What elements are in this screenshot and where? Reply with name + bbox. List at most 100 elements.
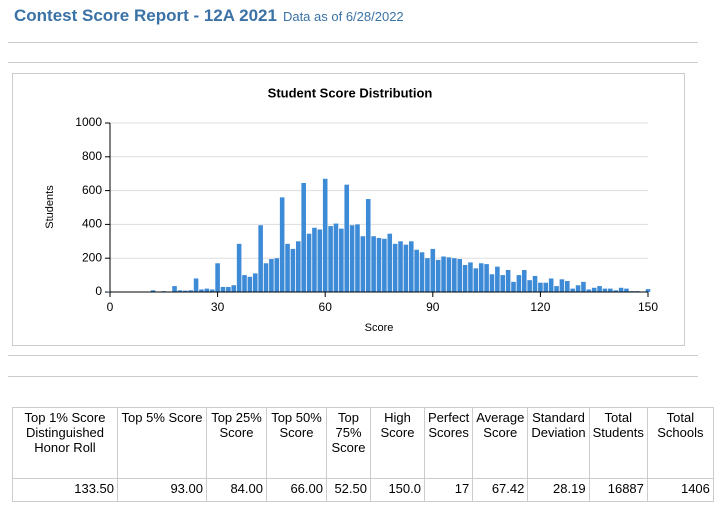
- divider: [8, 376, 698, 377]
- bar: [242, 275, 247, 292]
- divider: [8, 62, 698, 63]
- bar: [624, 288, 629, 292]
- bar: [495, 266, 500, 292]
- x-tick-label: 0: [107, 300, 114, 314]
- bar: [398, 241, 403, 292]
- bar: [602, 288, 608, 292]
- bar: [511, 281, 516, 292]
- bar: [355, 224, 360, 292]
- bar: [317, 229, 323, 292]
- bar: [452, 258, 457, 292]
- table-cell: 66.00: [266, 478, 327, 502]
- y-tick-label: 0: [95, 284, 102, 298]
- bar: [247, 276, 253, 292]
- divider: [8, 355, 698, 356]
- bar: [263, 263, 269, 292]
- bar: [543, 282, 549, 292]
- column-header: Standard Deviation: [527, 407, 590, 479]
- y-tick-label: 400: [82, 217, 102, 231]
- table-cell: 93.00: [117, 478, 207, 502]
- bar: [172, 286, 177, 292]
- bar: [371, 236, 376, 292]
- bar: [349, 225, 355, 292]
- bar: [188, 290, 193, 292]
- bar: [478, 263, 484, 292]
- bar: [430, 248, 436, 292]
- bar: [618, 287, 624, 292]
- summary-table: Top 1% Score Distinguished Honor Roll Top…: [12, 407, 714, 502]
- bar: [468, 262, 473, 292]
- bar: [258, 225, 263, 292]
- column-header: High Score: [370, 407, 425, 479]
- column-header: Total Students: [588, 407, 648, 479]
- report-date: Data as of 6/28/2022: [282, 9, 404, 24]
- bar: [231, 285, 237, 292]
- bar: [414, 249, 419, 292]
- bar: [301, 182, 306, 292]
- bar: [554, 286, 559, 292]
- bar: [419, 252, 425, 292]
- bar: [586, 289, 592, 292]
- bar: [344, 184, 350, 292]
- bar: [285, 243, 290, 292]
- table-cell: 17: [423, 478, 474, 502]
- bar: [220, 286, 226, 292]
- column-header: Top 50% Score: [266, 407, 327, 479]
- column-header: Total Schools: [646, 407, 714, 479]
- bar: [435, 259, 441, 292]
- bar: [274, 258, 280, 292]
- bar: [538, 282, 543, 292]
- bar: [575, 285, 581, 292]
- bar: [446, 257, 452, 292]
- column-header: Top 5% Score: [117, 407, 207, 479]
- bar: [645, 289, 651, 292]
- bar: [177, 290, 183, 292]
- bar: [382, 238, 387, 292]
- table-cell: 1406: [646, 478, 714, 502]
- bar: [591, 287, 597, 292]
- table-cell: 150.0: [370, 478, 425, 502]
- bar: [559, 279, 565, 292]
- chart: Student Score Distribution Score Student…: [44, 85, 658, 333]
- bar: [183, 290, 188, 292]
- bar: [339, 228, 344, 292]
- y-axis-label: Students: [44, 185, 56, 229]
- bar: [500, 275, 506, 292]
- bar: [226, 286, 231, 292]
- divider: [8, 42, 698, 43]
- bar: [527, 280, 532, 292]
- bar: [581, 281, 586, 292]
- bar: [193, 278, 199, 292]
- bar: [150, 290, 156, 292]
- header: Contest Score Report - 12A 2021 Data as o…: [14, 6, 404, 26]
- bar: [516, 275, 522, 292]
- x-tick-label: 150: [638, 300, 658, 314]
- bar: [387, 233, 393, 292]
- bar: [209, 289, 215, 292]
- bar: [296, 241, 301, 292]
- bar: [597, 286, 602, 292]
- x-tick-label: 90: [426, 300, 440, 314]
- table-cell: 67.42: [472, 478, 529, 502]
- bar: [565, 281, 570, 292]
- column-header: Average Score: [472, 407, 529, 479]
- bar: [570, 288, 575, 292]
- bar: [306, 233, 312, 292]
- report-title: Contest Score Report - 12A 2021: [14, 6, 277, 25]
- x-tick-label: 30: [211, 300, 225, 314]
- bar: [532, 275, 538, 292]
- bar: [252, 273, 258, 292]
- y-tick-label: 1000: [75, 115, 102, 129]
- bar: [290, 248, 296, 292]
- bar: [403, 244, 409, 292]
- table-cell: 52.50: [326, 478, 371, 502]
- bar: [236, 243, 242, 292]
- bar: [328, 226, 333, 292]
- data-row: 133.50 93.00 84.00 66.00 52.50 150.0 17 67.42 28…: [12, 478, 714, 502]
- bar: [333, 223, 339, 292]
- bar: [425, 258, 430, 292]
- bar: [376, 237, 382, 292]
- table-cell: 28.19: [527, 478, 590, 502]
- bar: [473, 268, 479, 292]
